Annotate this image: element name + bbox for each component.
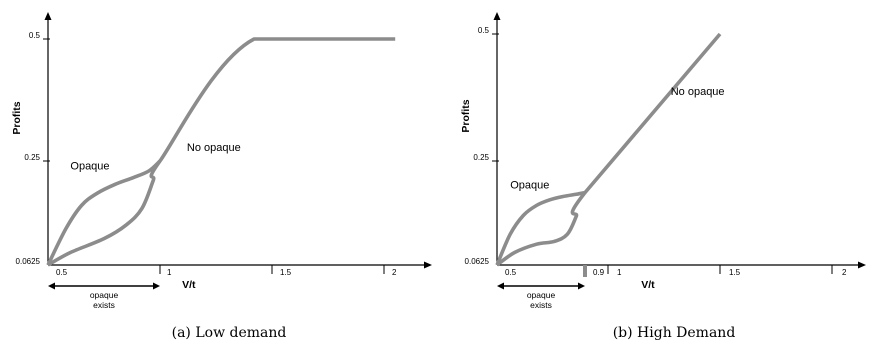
- bracket-label-line2: exists: [93, 300, 115, 310]
- panel-caption: (b) High Demand: [613, 325, 736, 341]
- annotation-label: Opaque: [70, 160, 109, 172]
- series-line-opaque: [495, 190, 586, 266]
- bracket-arrow-left: [497, 282, 504, 290]
- y-axis-arrow: [44, 12, 52, 20]
- bracket-label-line1: opaque: [527, 290, 556, 300]
- bracket-arrow-right: [153, 282, 160, 290]
- x-tick-label: 1.5: [729, 268, 741, 277]
- series-line-no-opaque: [47, 37, 396, 267]
- x-tick-label: 0.5: [56, 268, 68, 277]
- bracket-label-line1: opaque: [90, 290, 119, 300]
- x-tick-label: 0.5: [505, 268, 517, 277]
- x-tick-mark-highlight: [583, 265, 587, 277]
- y-tick-label: 0.25: [24, 153, 40, 162]
- x-axis-arrow: [858, 261, 866, 269]
- chart-panel-a: 0.0625 0.25 0.5 0.5 1 1.5 2 Opaque No opaque V/t P…: [11, 12, 432, 341]
- bracket-arrow-left: [48, 282, 55, 290]
- annotation-label: Opaque: [510, 180, 549, 192]
- x-tick-label: 1.5: [280, 268, 292, 277]
- x-axis-label: V/t: [641, 279, 655, 291]
- y-axis-arrow: [493, 12, 501, 20]
- y-tick-label: 0.25: [473, 153, 489, 162]
- y-tick-label: 0.0625: [16, 257, 41, 266]
- x-tick-label: 2: [392, 268, 397, 277]
- series-line-opaque: [46, 159, 162, 266]
- x-axis-arrow: [424, 261, 432, 269]
- annotation-label: No opaque: [671, 86, 725, 98]
- x-axis-label: V/t: [182, 279, 196, 291]
- y-tick-label: 0.5: [29, 31, 41, 40]
- chart-panel-b: 0.0625 0.25 0.5 0.5 0.9 1 1.5 2 Opaque No opaque V…: [460, 12, 866, 341]
- annotation-label: No opaque: [187, 142, 241, 154]
- x-tick-label: 2: [842, 268, 847, 277]
- panel-caption: (a) Low demand: [172, 325, 287, 341]
- series-line-no-opaque: [495, 32, 722, 267]
- bracket-arrow-right: [578, 282, 585, 290]
- bracket-label-line2: exists: [530, 300, 552, 310]
- y-axis-label: Profits: [460, 99, 472, 132]
- x-tick-label: 1: [167, 268, 172, 277]
- y-tick-label: 0.5: [478, 26, 490, 35]
- y-axis-label: Profits: [11, 101, 23, 134]
- x-tick-label: 0.9: [593, 268, 605, 277]
- y-tick-label: 0.0625: [465, 257, 490, 266]
- x-tick-label: 1: [617, 268, 622, 277]
